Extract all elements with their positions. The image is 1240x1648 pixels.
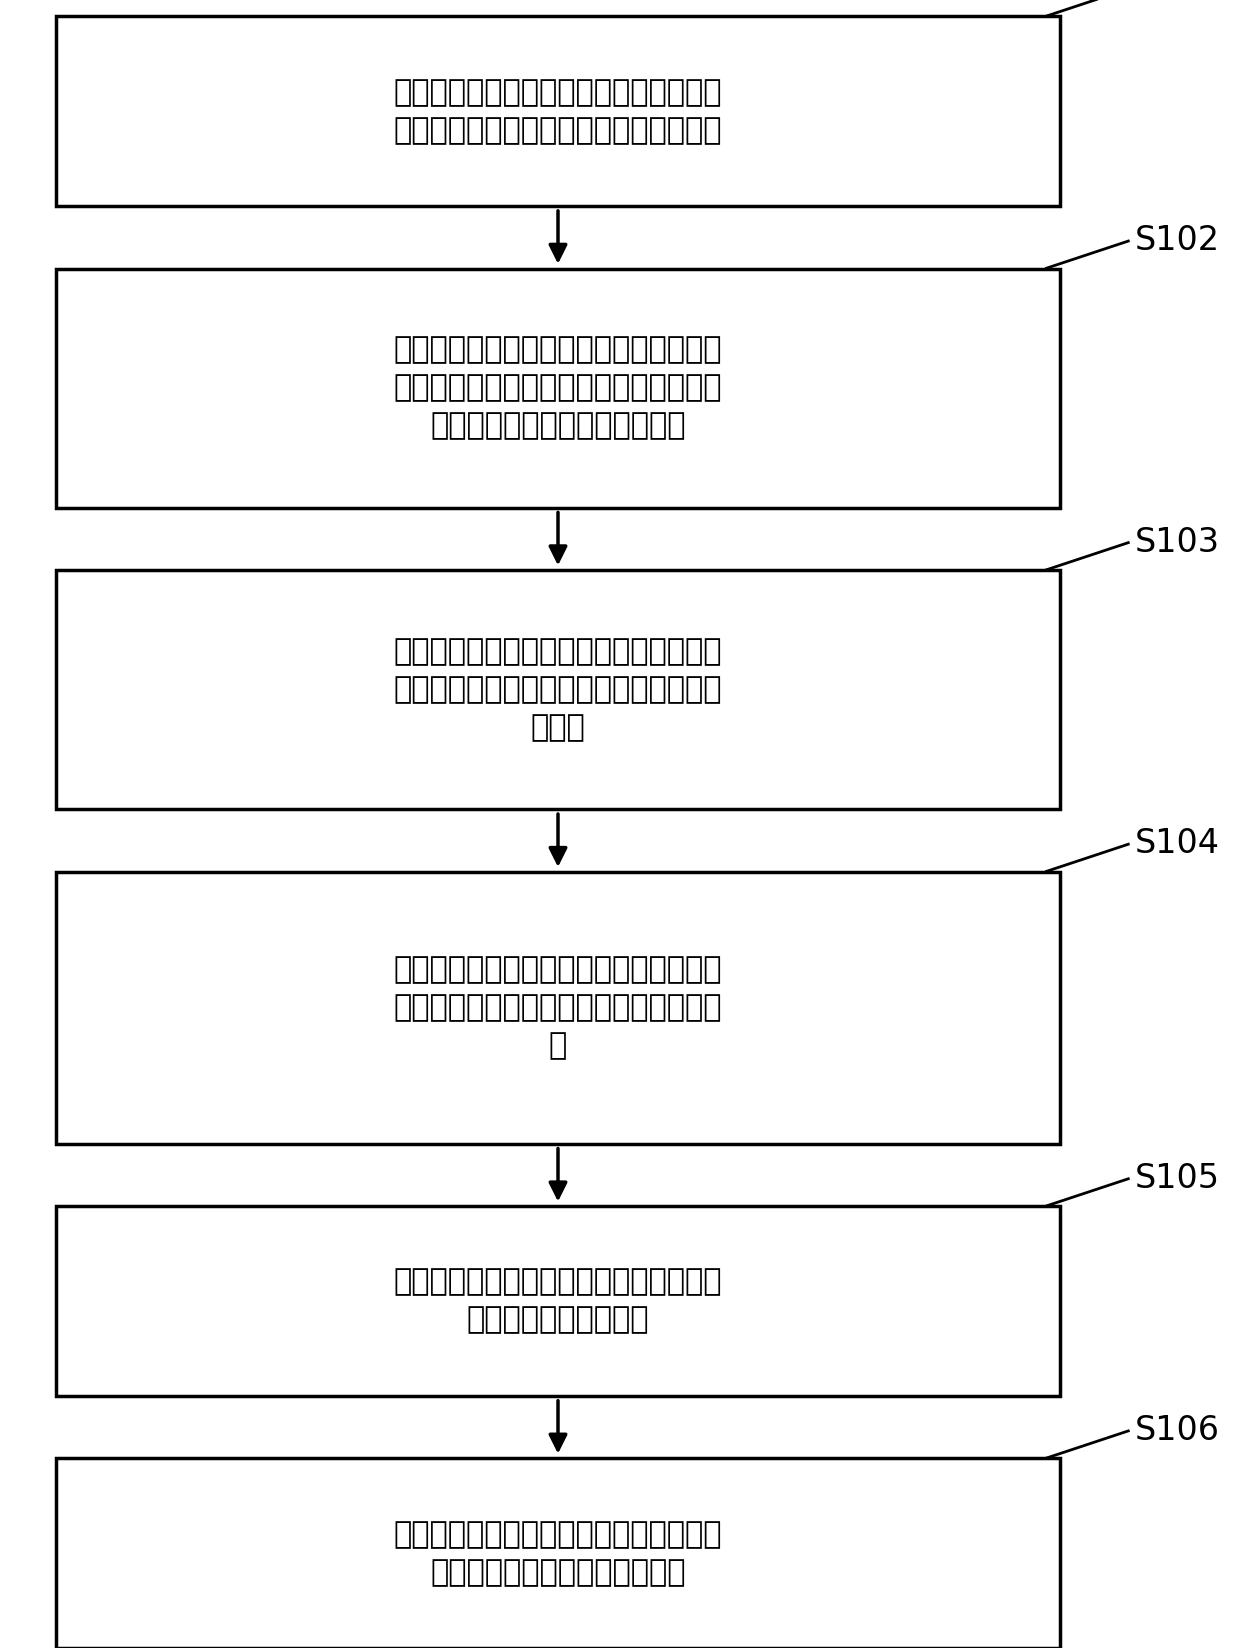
Bar xyxy=(56,570,1060,809)
Text: S103: S103 xyxy=(1135,526,1220,559)
Bar xyxy=(56,269,1060,508)
Text: 在预设数据表满足数据核查规则的情况下: 在预设数据表满足数据核查规则的情况下 xyxy=(394,638,722,666)
Text: 根据佣金计算规则和筛选出的与因子类型: 根据佣金计算规则和筛选出的与因子类型 xyxy=(394,1519,722,1549)
Text: 算因子: 算因子 xyxy=(531,714,585,742)
Text: S106: S106 xyxy=(1135,1414,1220,1447)
Text: 从所有的佣金计算因子中筛选出与因子类: 从所有的佣金计算因子中筛选出与因子类 xyxy=(394,1267,722,1297)
Text: 对应的佣金计算因子，计算佣金: 对应的佣金计算因子，计算佣金 xyxy=(430,1557,686,1587)
Bar xyxy=(56,1206,1060,1396)
Text: S101: S101 xyxy=(1135,0,1220,5)
Text: ，提取预设数据表中包含的所有的佣金计: ，提取预设数据表中包含的所有的佣金计 xyxy=(394,676,722,704)
Text: S104: S104 xyxy=(1135,827,1220,860)
Text: 设数据表用于存储佣金计算因子: 设数据表用于存储佣金计算因子 xyxy=(430,412,686,440)
Bar xyxy=(56,1458,1060,1648)
Text: S105: S105 xyxy=(1135,1162,1220,1195)
Bar xyxy=(56,16,1060,206)
Text: 型: 型 xyxy=(549,1032,567,1060)
Bar xyxy=(56,872,1060,1144)
Text: 响应于用户终端发送的佣金计算指令，根: 响应于用户终端发送的佣金计算指令，根 xyxy=(394,77,722,107)
Text: 数据表是否满足数据核查规则，其中，预: 数据表是否满足数据核查规则，其中，预 xyxy=(394,374,722,402)
Text: 据佣金计算指令获取对应的佣金规则编码: 据佣金计算指令获取对应的佣金规则编码 xyxy=(394,115,722,145)
Text: 从数据库中获取预设数据表，并判断预设: 从数据库中获取预设数据表，并判断预设 xyxy=(394,336,722,364)
Text: 型对应的佣金计算因子: 型对应的佣金计算因子 xyxy=(466,1305,650,1335)
Text: 规则，其中，佣金计算规则中包含因子类: 规则，其中，佣金计算规则中包含因子类 xyxy=(394,994,722,1022)
Text: S102: S102 xyxy=(1135,224,1220,257)
Text: 根据佣金规则编码，匹配对应的佣金计算: 根据佣金规则编码，匹配对应的佣金计算 xyxy=(394,956,722,984)
